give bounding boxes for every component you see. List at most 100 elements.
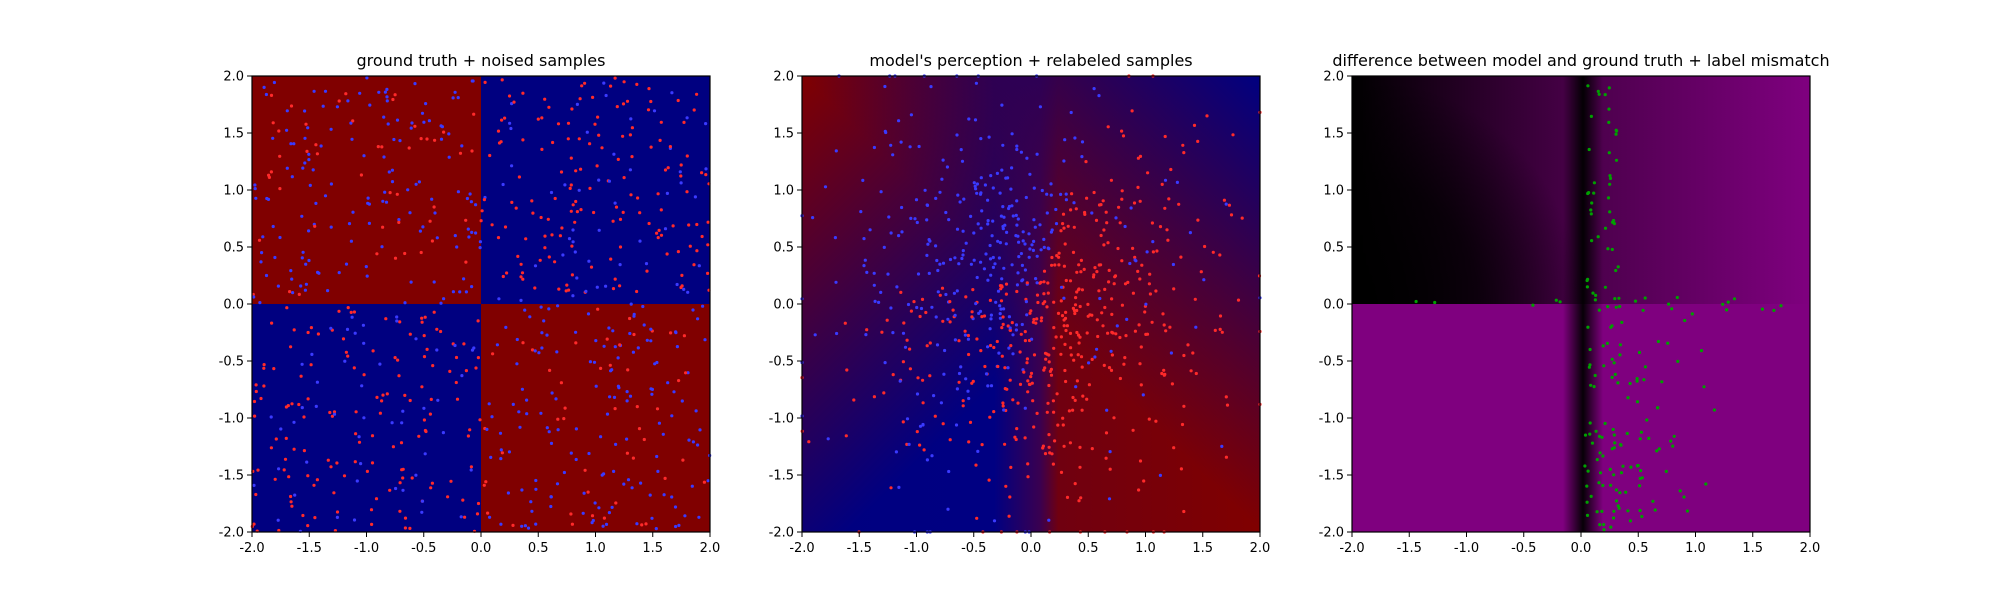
point-blue <box>300 214 304 218</box>
point-red <box>507 94 512 98</box>
point-blue <box>989 313 994 317</box>
point-blue <box>1014 323 1019 327</box>
point-red <box>1110 353 1114 357</box>
point-red <box>1182 151 1186 155</box>
point-blue <box>418 229 422 233</box>
point-green <box>1655 449 1659 453</box>
point-green <box>1609 483 1613 487</box>
point-red <box>1032 317 1036 322</box>
point-blue <box>460 144 464 148</box>
y-tick-label: -1.0 <box>769 412 794 427</box>
point-blue <box>631 350 636 354</box>
point-red <box>1160 371 1164 376</box>
point-blue <box>305 460 309 464</box>
point-blue <box>1035 254 1039 258</box>
x-tick-label: 0.0 <box>1571 541 1592 556</box>
point-red <box>1000 284 1004 288</box>
point-red <box>1047 433 1051 437</box>
point-red <box>968 420 973 424</box>
point-red <box>359 173 363 177</box>
point-blue <box>913 217 917 221</box>
point-red <box>1052 300 1056 304</box>
point-red <box>285 306 289 310</box>
point-green <box>1725 308 1729 312</box>
point-blue <box>343 359 347 363</box>
point-red <box>1029 371 1034 375</box>
point-green <box>1591 291 1595 295</box>
point-blue <box>563 183 567 187</box>
point-blue <box>586 312 591 316</box>
point-red <box>967 440 971 444</box>
point-red <box>573 220 577 224</box>
point-red <box>613 76 617 80</box>
y-tick-label: -2.0 <box>769 526 794 541</box>
y-tick-label: 2.0 <box>1323 70 1344 85</box>
point-blue <box>604 284 608 288</box>
point-red <box>1093 266 1097 270</box>
point-blue <box>562 470 567 475</box>
point-red <box>479 219 483 223</box>
point-blue <box>1015 223 1019 227</box>
point-red <box>1025 361 1029 365</box>
point-red <box>685 154 689 158</box>
point-blue <box>986 384 990 388</box>
point-red <box>547 255 551 259</box>
point-blue <box>879 290 883 294</box>
y-tick-label: -0.5 <box>219 355 244 370</box>
point-red <box>948 438 952 442</box>
point-blue <box>471 79 475 83</box>
point-green <box>1676 359 1680 363</box>
point-red <box>1150 221 1154 225</box>
point-red <box>370 522 374 527</box>
point-blue <box>1025 156 1029 160</box>
point-red <box>1131 246 1135 250</box>
point-red <box>983 364 987 369</box>
point-green <box>1598 523 1602 527</box>
point-red <box>277 129 281 133</box>
point-red <box>1023 330 1027 334</box>
point-blue <box>582 491 586 495</box>
point-red <box>1003 442 1007 446</box>
point-blue <box>1115 324 1119 328</box>
point-red <box>1076 353 1080 357</box>
point-blue <box>315 380 319 384</box>
point-red <box>628 133 633 137</box>
point-red <box>500 78 504 82</box>
point-green <box>1638 484 1642 488</box>
point-blue <box>401 488 405 492</box>
point-red <box>408 398 412 403</box>
panel-ground-truth: ground truth + noised samples -2.0 -1.5 -1… <box>219 51 721 556</box>
point-blue <box>900 205 904 210</box>
point-green <box>1554 298 1558 302</box>
point-red <box>1090 313 1094 317</box>
point-blue <box>1042 245 1046 249</box>
point-blue <box>310 352 314 356</box>
point-blue <box>321 104 325 108</box>
point-blue <box>983 183 988 187</box>
point-blue <box>921 423 925 427</box>
point-red <box>1045 305 1049 309</box>
point-blue <box>938 262 942 266</box>
point-blue <box>1220 444 1224 448</box>
point-red <box>1069 346 1073 350</box>
point-green <box>1667 302 1671 306</box>
point-red <box>284 436 288 440</box>
point-blue <box>349 239 353 243</box>
point-blue <box>366 196 370 200</box>
point-red <box>996 364 1000 369</box>
point-blue <box>974 81 979 85</box>
point-blue <box>1001 143 1005 147</box>
point-blue <box>1054 207 1058 212</box>
point-blue <box>986 345 990 349</box>
point-red <box>1144 332 1148 336</box>
point-red <box>352 366 356 370</box>
point-green <box>1592 191 1596 195</box>
point-blue <box>929 85 933 89</box>
point-red <box>1165 228 1169 232</box>
point-red <box>676 250 681 254</box>
point-red <box>306 397 310 401</box>
point-red <box>570 107 574 111</box>
point-blue <box>613 201 617 205</box>
point-red <box>1117 205 1121 209</box>
point-blue <box>436 398 440 402</box>
